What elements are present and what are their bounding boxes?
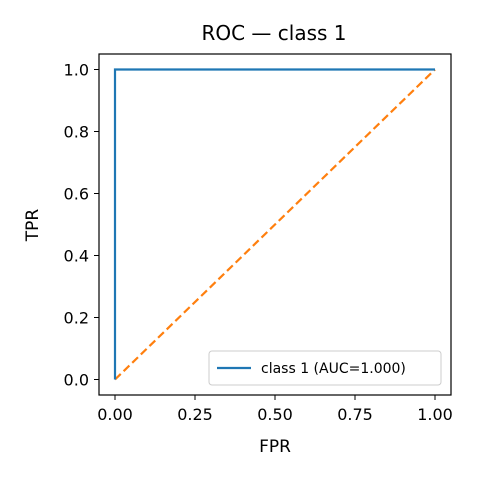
y-tick-label: 0.2 [64,309,89,328]
x-tick-label: 0.00 [97,405,133,424]
y-tick-label: 1.0 [64,61,89,80]
y-tick-label: 0.6 [64,185,89,204]
y-tick-label: 0.0 [64,371,89,390]
series-layer [113,68,436,381]
x-tick-label: 0.75 [337,405,373,424]
y-ticks: 0.0 0.2 0.4 0.6 0.8 1.0 [64,61,99,390]
series-line-2 [114,68,436,381]
legend: class 1 (AUC=1.000) [208,350,442,386]
y-axis-label: TPR [23,209,43,243]
x-axis-label: FPR [259,437,291,457]
y-tick-label: 0.8 [64,123,89,142]
series-line-1 [113,68,435,380]
x-tick-label: 0.25 [177,405,213,424]
legend-label: class 1 (AUC=1.000) [261,361,406,377]
x-tick-label: 1.00 [417,405,453,424]
x-tick-label: 0.50 [257,405,293,424]
legend-box [208,350,442,386]
x-ticks: 0.00 0.25 0.50 0.75 1.00 [97,395,453,424]
y-tick-label: 0.4 [64,247,89,266]
chart-title: ROC — class 1 [201,21,346,45]
